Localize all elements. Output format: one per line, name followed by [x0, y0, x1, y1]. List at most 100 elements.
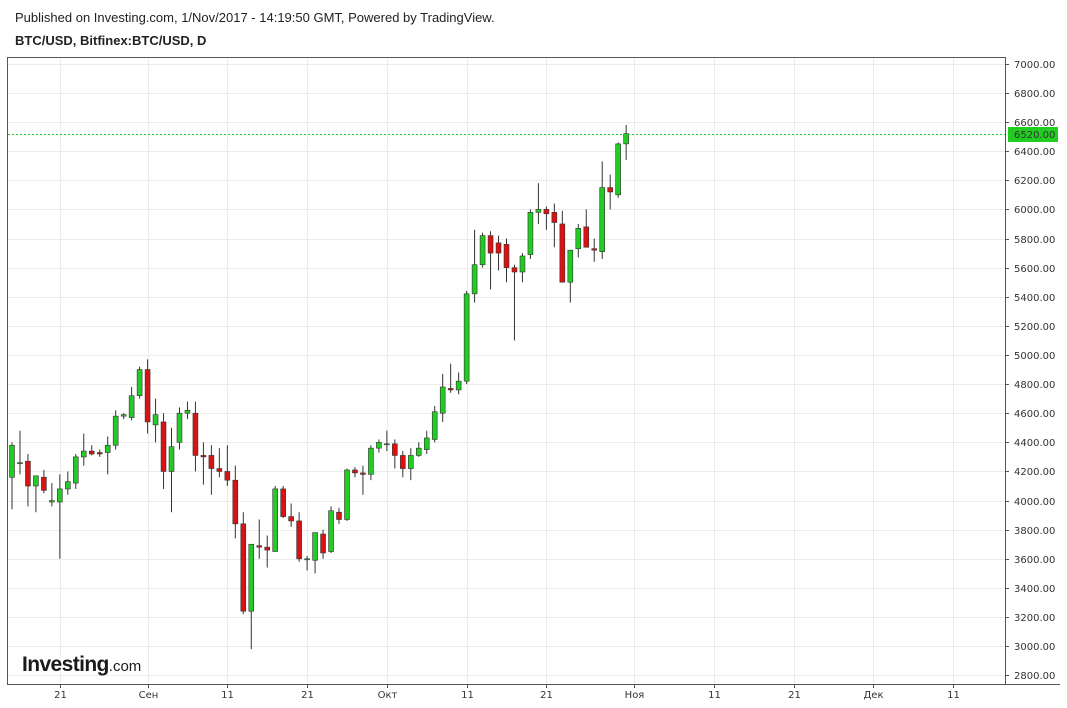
candle — [304, 555, 310, 571]
candle — [599, 161, 605, 259]
y-tick-label: 5000.00 — [1014, 351, 1055, 362]
candle-body — [455, 380, 462, 391]
candle-body — [320, 533, 326, 554]
candle — [288, 503, 294, 527]
candle-body — [184, 410, 191, 414]
candle-body — [49, 500, 55, 503]
candle — [519, 253, 526, 283]
candle-body — [144, 369, 151, 423]
x-tick-label: Сен — [139, 690, 159, 701]
candle-body — [392, 443, 398, 456]
candle-body — [352, 469, 358, 474]
candle-body — [376, 442, 382, 449]
candle — [455, 372, 462, 395]
candle-body — [104, 444, 111, 453]
candle — [232, 465, 239, 539]
candle-body — [304, 558, 310, 561]
candle-body — [360, 472, 366, 475]
candle — [41, 469, 47, 494]
candle-body — [559, 223, 566, 283]
candle — [615, 142, 621, 198]
last-price-label: 6520.00 — [1014, 130, 1055, 141]
candle — [535, 183, 542, 224]
candle — [81, 433, 87, 466]
candle-body — [112, 415, 119, 446]
candles-series — [9, 124, 629, 650]
candle — [463, 290, 470, 385]
candle-body — [384, 443, 390, 446]
candle-body — [272, 488, 278, 552]
candle — [73, 453, 79, 489]
candle — [248, 543, 255, 650]
candle-body — [599, 187, 605, 252]
candle-body — [439, 386, 446, 414]
candle — [423, 430, 430, 454]
candle — [57, 474, 63, 559]
candle — [65, 471, 71, 495]
candle-body — [487, 235, 494, 254]
candle — [559, 210, 566, 283]
y-tick-label: 3000.00 — [1014, 642, 1055, 653]
y-tick-label: 3800.00 — [1014, 526, 1055, 537]
y-tick-label: 4000.00 — [1014, 497, 1055, 508]
candle — [336, 507, 342, 524]
candle — [376, 439, 382, 453]
candle-body — [176, 412, 183, 443]
x-tick-label: 21 — [54, 690, 67, 701]
candle — [607, 174, 613, 210]
candle-body — [192, 412, 199, 456]
candle-body — [248, 543, 255, 612]
candle-body — [471, 264, 478, 295]
candle — [471, 229, 478, 303]
x-tick-label: Ноя — [625, 690, 645, 701]
candle — [112, 410, 119, 450]
y-tick-label: 3600.00 — [1014, 555, 1055, 566]
candle — [567, 249, 574, 303]
candle — [104, 436, 111, 475]
candle-body — [264, 546, 270, 551]
candle — [184, 401, 191, 420]
y-tick-label: 2800.00 — [1014, 671, 1055, 682]
chart-grid — [8, 58, 1005, 684]
candle-body — [551, 212, 558, 223]
candle — [17, 430, 23, 475]
candle — [168, 427, 175, 513]
candle — [216, 448, 223, 478]
candle — [447, 363, 454, 393]
candle — [160, 413, 167, 489]
x-tick-label: Дек — [863, 690, 883, 701]
candle — [264, 535, 270, 568]
candle-body — [503, 244, 510, 268]
candle-body — [583, 226, 590, 248]
candle — [400, 451, 406, 478]
candle — [623, 124, 629, 160]
candle-body — [136, 369, 143, 397]
candle — [224, 445, 231, 487]
candle-body — [240, 523, 247, 612]
candle — [320, 529, 326, 559]
logo-domain: .com — [108, 658, 142, 675]
candle-body — [160, 421, 167, 472]
candle-body — [368, 447, 374, 475]
candle-body — [408, 455, 414, 469]
candle — [49, 483, 55, 507]
candle-body — [17, 462, 23, 465]
candle-body — [200, 455, 207, 458]
candle-body — [615, 143, 621, 196]
candle-body — [65, 481, 71, 490]
candle-body — [81, 450, 87, 458]
candle-body — [519, 255, 526, 273]
candle — [384, 430, 390, 452]
candle-body — [415, 447, 422, 456]
candle-body — [607, 187, 613, 193]
candle — [88, 445, 95, 456]
candle — [176, 407, 183, 450]
candle — [392, 439, 398, 469]
candle-body — [41, 476, 47, 491]
y-tick-label: 6200.00 — [1014, 176, 1055, 187]
candle-body — [152, 414, 159, 426]
candle — [25, 453, 31, 507]
candle-body — [73, 456, 79, 484]
candle — [543, 206, 550, 230]
